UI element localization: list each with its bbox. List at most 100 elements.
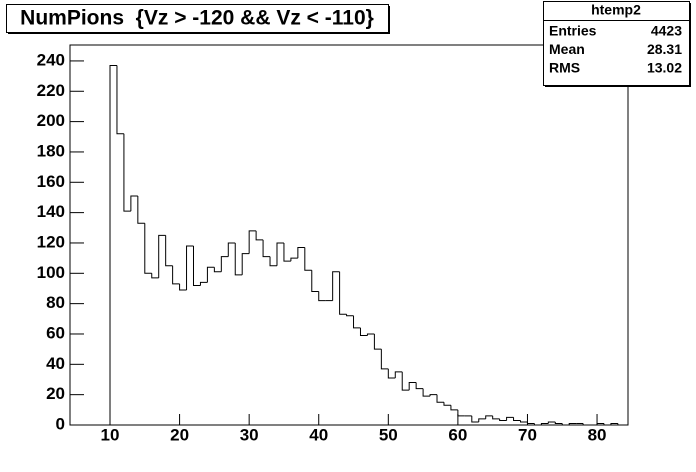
histogram-bin [234, 242, 243, 276]
histogram-bin [499, 418, 507, 421]
histogram-bin [533, 423, 542, 426]
histogram-bin [339, 271, 347, 315]
stats-value: 4423 [651, 23, 682, 39]
title-box [6, 4, 389, 33]
histogram-bin [373, 333, 382, 350]
histogram-bin [158, 234, 166, 278]
histogram-bin [318, 291, 326, 302]
x-tick-label: 50 [379, 425, 398, 444]
histogram-bin [429, 394, 438, 397]
histogram-bin [554, 421, 563, 424]
y-tick-label: 220 [37, 81, 65, 100]
stats-value: 13.02 [647, 60, 682, 76]
histogram-bin [353, 315, 361, 329]
histogram-bin [297, 247, 305, 259]
stats-shadow [545, 85, 691, 87]
histogram-bin [276, 242, 284, 266]
histogram-bin [311, 270, 319, 293]
stats-title: htemp2 [591, 2, 641, 18]
x-tick-label: 20 [170, 425, 189, 444]
title-shadow [388, 6, 390, 34]
x-tick-label: 30 [240, 425, 259, 444]
histogram-bin [520, 420, 528, 423]
histogram-bin [450, 405, 458, 411]
stats-label: Mean [549, 41, 585, 57]
histogram-bin [443, 402, 451, 406]
histogram-bin [116, 65, 124, 135]
y-tick-label: 180 [37, 141, 65, 160]
histogram-bin [151, 273, 159, 279]
histogram-bin [394, 371, 403, 378]
histogram-bin [380, 349, 389, 370]
y-tick-label: 40 [46, 354, 65, 373]
histogram-bin [262, 239, 271, 258]
histogram-bin [359, 327, 368, 336]
histogram-bin [492, 415, 500, 420]
x-tick-label: 60 [448, 425, 467, 444]
y-tick-label: 0 [56, 414, 65, 433]
title-shadow [8, 32, 390, 34]
x-tick-label: 40 [309, 425, 328, 444]
y-tick-label: 240 [37, 50, 65, 69]
histogram-bin [547, 421, 556, 424]
y-tick-label: 160 [37, 172, 65, 191]
stats-box [543, 1, 690, 86]
histogram-bin [283, 242, 291, 262]
y-tick-label: 60 [46, 323, 65, 342]
histogram-bin [269, 256, 277, 267]
y-tick-label: 140 [37, 202, 65, 221]
histogram-bin [526, 421, 535, 424]
histogram-bin [561, 423, 570, 426]
histogram-bin [220, 256, 229, 272]
chart-title: NumPions {Vz > -120 && Vz < -110} [20, 7, 374, 30]
histogram-bin [179, 283, 187, 291]
histogram-bin [172, 265, 180, 285]
histogram-bin [617, 423, 625, 426]
plot-frame [69, 44, 629, 426]
x-tick-label: 70 [518, 425, 537, 444]
histogram-bin [596, 422, 604, 425]
histogram-bin [192, 245, 201, 286]
histogram-bin [248, 230, 257, 254]
histogram-bin [408, 382, 417, 391]
stats-label: Entries [549, 23, 597, 39]
histogram-bin [144, 223, 152, 274]
histogram-bin [130, 195, 138, 212]
y-tick-label: 80 [46, 293, 65, 312]
stats-value: 28.31 [647, 41, 682, 57]
stats-label: RMS [549, 60, 580, 76]
histogram-bin [471, 415, 479, 423]
histogram-bin [241, 253, 250, 275]
histogram-bin [199, 281, 208, 286]
histogram-bin [123, 133, 131, 212]
histogram-bin [485, 415, 493, 419]
histogram-bin [186, 245, 194, 290]
histogram-bin [478, 418, 486, 422]
histogram-bin [290, 257, 298, 262]
histogram-bin [304, 247, 312, 271]
histogram-bin [206, 266, 215, 283]
histogram-bin [506, 416, 514, 421]
histogram-bin [513, 417, 521, 421]
y-tick-label: 120 [37, 232, 65, 251]
histogram-bin [165, 235, 173, 267]
x-tick-label: 80 [588, 425, 607, 444]
x-tick-label: 10 [101, 425, 120, 444]
histogram-bin [137, 195, 145, 224]
y-tick-label: 200 [37, 111, 65, 130]
histogram-bin [366, 333, 375, 336]
histogram-bin [422, 388, 431, 397]
histogram-bin [109, 64, 117, 425]
stats-shadow [689, 3, 691, 87]
histogram-bin [610, 422, 618, 425]
histogram-bin [255, 230, 264, 241]
histogram-bin [401, 371, 410, 391]
histogram-bin [332, 271, 340, 301]
histogram-bin [568, 422, 577, 425]
histogram-bin [346, 314, 354, 317]
histogram-bin [387, 368, 396, 379]
y-tick-label: 20 [46, 384, 65, 403]
histogram-bin [603, 423, 611, 426]
histogram-bin [213, 267, 222, 273]
